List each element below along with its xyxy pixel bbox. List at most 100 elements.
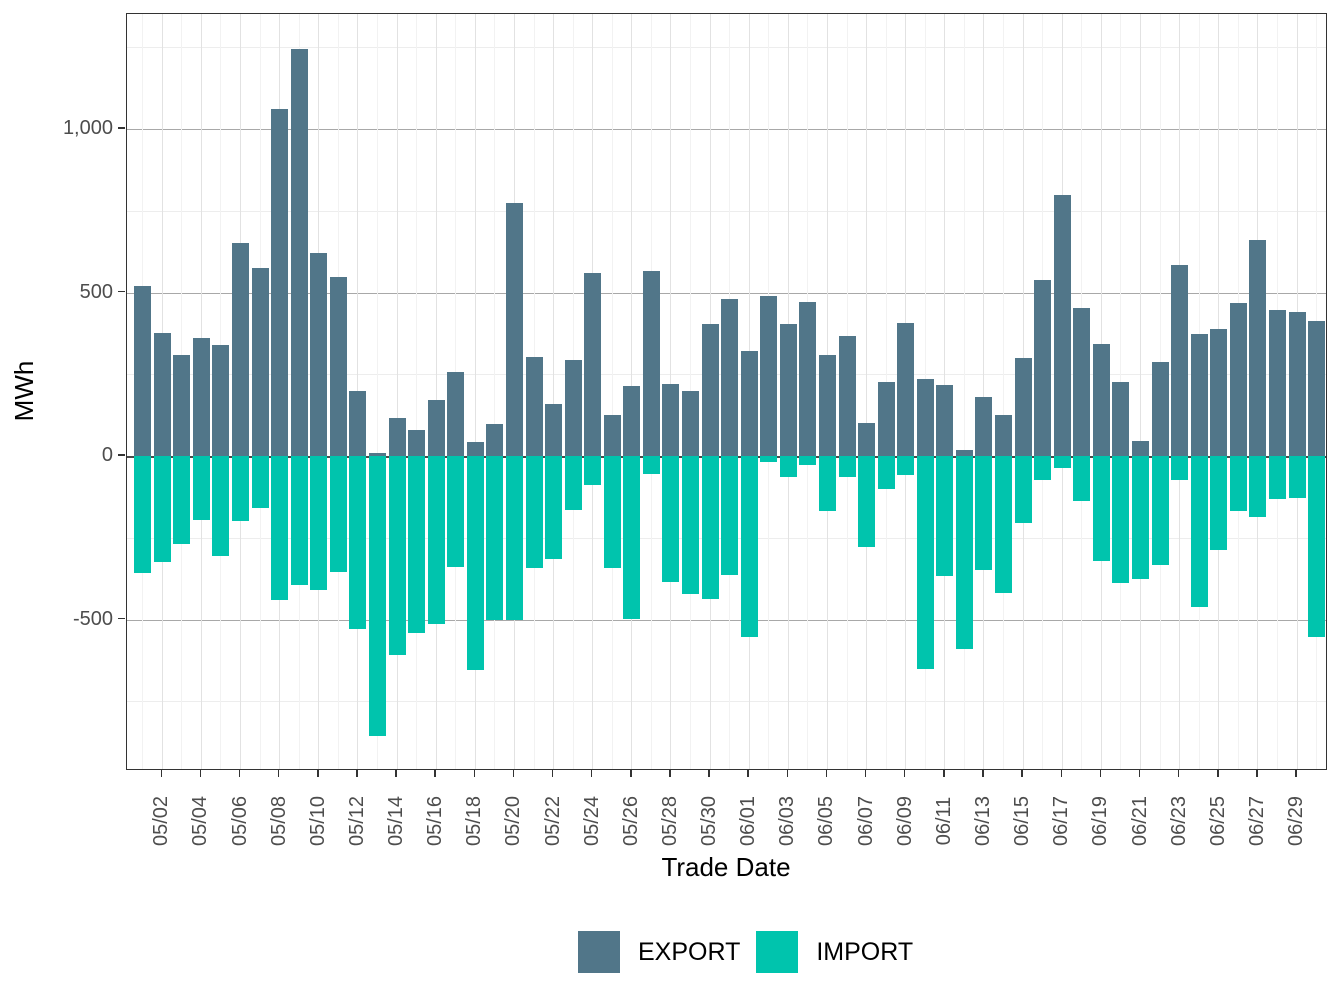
export-bar bbox=[408, 429, 426, 456]
import-bar bbox=[173, 456, 191, 544]
vgridline-major bbox=[396, 14, 398, 769]
import-bar bbox=[368, 456, 386, 737]
x-tick-label: 05/14 bbox=[384, 795, 407, 847]
import-bar bbox=[212, 456, 230, 556]
import-bar bbox=[1092, 456, 1110, 561]
export-bar bbox=[1268, 309, 1286, 456]
export-bar bbox=[486, 423, 504, 456]
x-tick-label: 05/26 bbox=[619, 795, 642, 847]
x-tick bbox=[395, 770, 397, 777]
export-bar bbox=[310, 253, 328, 456]
export-bar bbox=[427, 400, 445, 456]
import-bar bbox=[153, 456, 171, 562]
x-tick-label: 06/07 bbox=[854, 795, 877, 847]
x-tick-label: 05/08 bbox=[267, 795, 290, 847]
vgridline-major bbox=[983, 14, 985, 769]
x-tick bbox=[786, 770, 789, 777]
export-bar bbox=[955, 450, 973, 456]
export-bar bbox=[1249, 239, 1267, 456]
import-bar bbox=[603, 456, 621, 568]
x-tick bbox=[1060, 770, 1062, 777]
import-bar bbox=[349, 456, 367, 629]
export-bar bbox=[505, 202, 523, 456]
export-bar bbox=[1151, 362, 1169, 456]
x-tick-label: 05/16 bbox=[423, 795, 446, 847]
import-bar bbox=[329, 456, 347, 573]
legend-label-import: IMPORT bbox=[816, 937, 914, 966]
x-tick bbox=[1295, 770, 1297, 777]
export-bar bbox=[818, 354, 836, 456]
export-bar bbox=[1171, 264, 1189, 456]
import-bar bbox=[995, 456, 1013, 593]
export-bar bbox=[916, 378, 934, 456]
export-bar bbox=[877, 382, 895, 456]
import-bar bbox=[799, 456, 817, 465]
export-bar bbox=[623, 385, 641, 456]
export-bar bbox=[192, 337, 210, 456]
x-tick-label: 05/28 bbox=[658, 795, 681, 847]
import-bar bbox=[447, 456, 465, 568]
vgridline-minor bbox=[416, 14, 418, 769]
import-bar bbox=[1132, 456, 1149, 579]
y-tick-label: 500 bbox=[79, 280, 113, 303]
x-tick-label: 06/05 bbox=[814, 795, 837, 847]
export-bar bbox=[642, 271, 660, 456]
vgridline-minor bbox=[1003, 14, 1005, 769]
export-swatch-icon bbox=[578, 931, 620, 973]
x-tick bbox=[864, 770, 867, 777]
x-tick-label: 06/01 bbox=[736, 795, 759, 847]
import-bar bbox=[838, 456, 856, 477]
x-tick bbox=[512, 770, 515, 777]
x-tick bbox=[1138, 770, 1141, 777]
legend-item-import: IMPORT bbox=[756, 931, 913, 973]
x-tick bbox=[630, 770, 632, 777]
x-tick-label: 05/20 bbox=[501, 795, 524, 847]
x-tick bbox=[1256, 770, 1258, 777]
vgridline-major bbox=[1140, 14, 1141, 769]
import-swatch-icon bbox=[756, 931, 799, 973]
x-tick bbox=[590, 770, 593, 777]
vgridline-major bbox=[435, 14, 437, 769]
import-bar bbox=[251, 456, 269, 509]
x-tick bbox=[825, 770, 828, 777]
import-bar bbox=[1112, 456, 1130, 584]
export-bar bbox=[1308, 320, 1326, 456]
x-tick bbox=[238, 770, 241, 777]
x-tick bbox=[1021, 770, 1023, 777]
import-bar bbox=[192, 456, 210, 521]
export-bar bbox=[1014, 357, 1032, 456]
y-axis-title: MWh bbox=[8, 360, 39, 422]
x-tick bbox=[1099, 770, 1102, 777]
x-tick-label: 05/04 bbox=[188, 795, 211, 847]
export-bar bbox=[936, 384, 954, 456]
gridline-major bbox=[126, 619, 1326, 621]
import-bar bbox=[721, 456, 739, 576]
x-tick bbox=[903, 770, 906, 777]
x-tick bbox=[473, 770, 476, 777]
export-bar bbox=[232, 243, 250, 456]
vgridline-minor bbox=[611, 14, 613, 769]
export-bar bbox=[1288, 312, 1306, 456]
x-tick bbox=[277, 770, 280, 777]
vgridline-major bbox=[553, 14, 555, 769]
import-bar bbox=[877, 456, 895, 490]
x-axis-title: Trade Date bbox=[661, 852, 791, 882]
export-bar bbox=[251, 267, 269, 456]
x-tick-label: 06/17 bbox=[1049, 795, 1072, 847]
import-bar bbox=[290, 456, 308, 585]
import-bar bbox=[584, 456, 602, 486]
export-bar bbox=[212, 345, 230, 456]
export-bar bbox=[173, 355, 191, 456]
x-tick-label: 06/29 bbox=[1284, 795, 1307, 847]
export-bar bbox=[740, 351, 758, 456]
import-bar bbox=[642, 456, 660, 475]
x-tick bbox=[943, 770, 945, 777]
import-bar bbox=[1229, 456, 1247, 511]
import-bar bbox=[1268, 456, 1286, 500]
export-bar bbox=[329, 277, 347, 456]
import-bar bbox=[408, 456, 426, 634]
x-tick bbox=[1177, 770, 1180, 777]
y-tick-label: 0 bbox=[101, 444, 113, 466]
import-bar bbox=[740, 456, 758, 638]
